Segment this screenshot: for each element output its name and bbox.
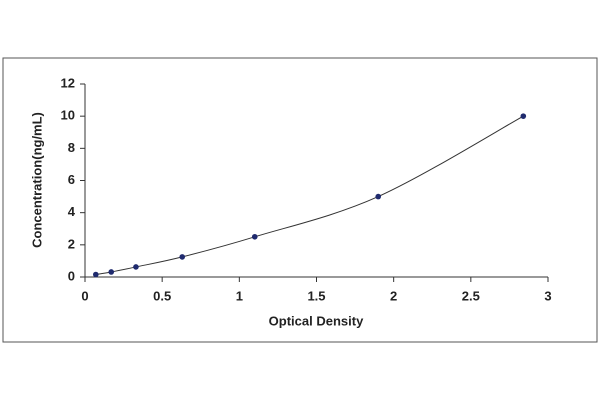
data-point <box>179 254 186 260</box>
chart-frame <box>2 57 598 343</box>
y-tick-label: 4 <box>68 204 76 219</box>
data-point <box>93 271 99 278</box>
y-tick-label: 12 <box>61 75 75 90</box>
data-point <box>251 233 258 240</box>
data-point <box>520 113 527 119</box>
x-tick-label: 1.5 <box>307 288 325 303</box>
x-tick-label: 2.5 <box>462 288 480 303</box>
x-tick-label: 1 <box>236 288 243 303</box>
data-point <box>375 193 382 200</box>
x-tick-label: 0.5 <box>153 288 171 303</box>
data-point <box>133 264 139 270</box>
x-tick-label: 3 <box>544 288 551 303</box>
data-point <box>108 269 115 275</box>
y-tick-label: 2 <box>68 236 75 251</box>
x-axis-label: Optical Density <box>269 313 364 328</box>
y-tick-label: 8 <box>68 140 75 155</box>
y-tick-label: 0 <box>68 268 75 283</box>
y-axis-label: Concentration(ng/mL) <box>29 112 44 248</box>
y-tick-label: 10 <box>61 108 75 123</box>
x-tick-label: 0 <box>81 288 88 303</box>
y-tick-label: 6 <box>68 172 75 187</box>
x-tick-label: 2 <box>390 288 397 303</box>
